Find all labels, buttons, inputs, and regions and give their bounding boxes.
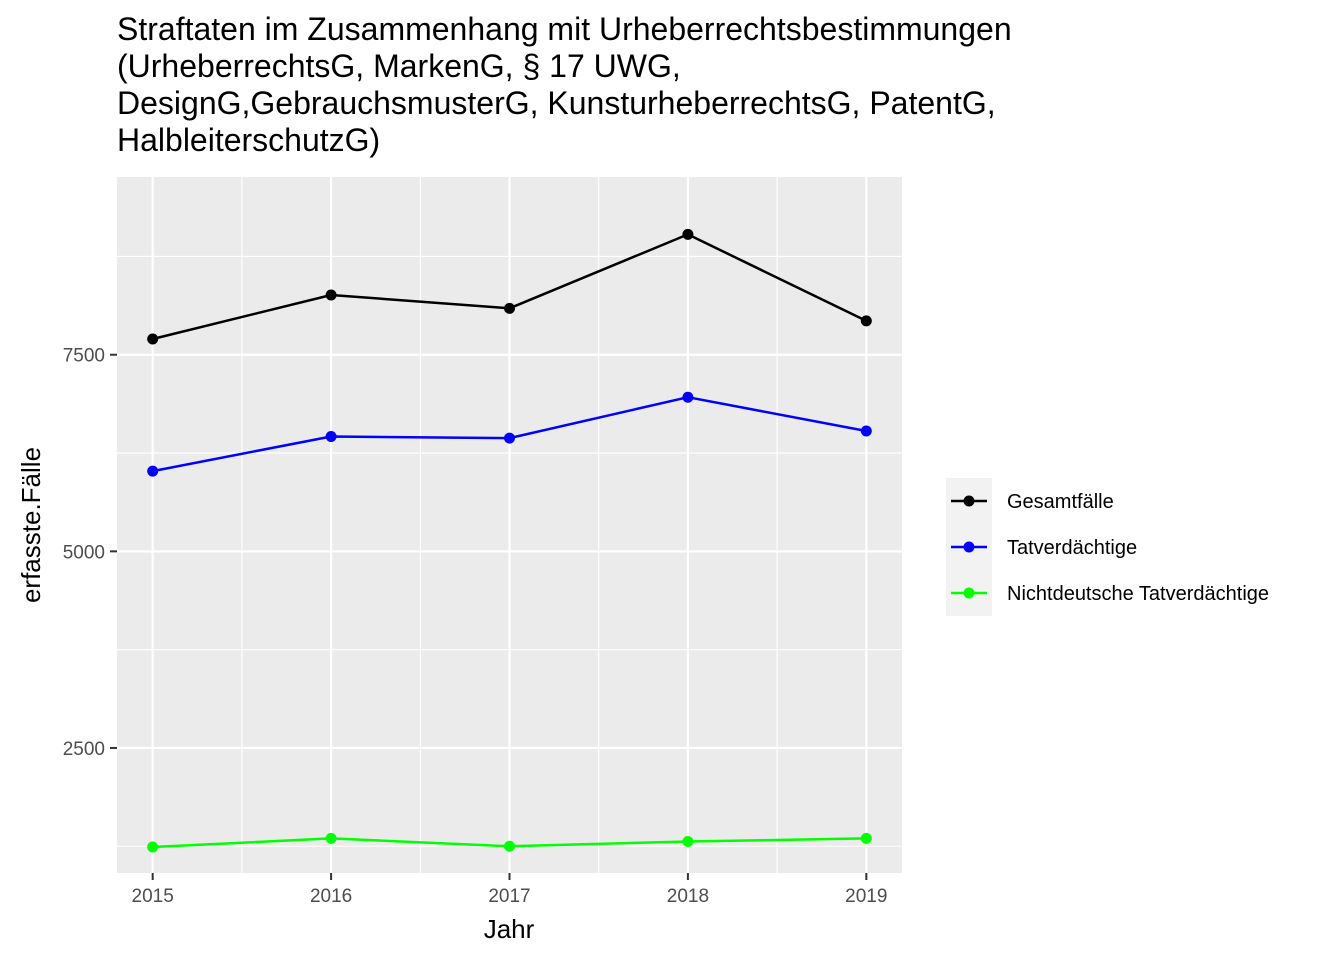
chart-title-line: Straftaten im Zusammenhang mit Urheberre… bbox=[117, 11, 1012, 47]
data-point bbox=[860, 832, 872, 844]
series-lines bbox=[147, 228, 872, 853]
data-point bbox=[682, 228, 694, 240]
series-2 bbox=[147, 832, 872, 853]
series-0 bbox=[147, 228, 872, 345]
x-tick-label: 2017 bbox=[488, 886, 530, 907]
series-1 bbox=[147, 391, 872, 477]
major-gridlines bbox=[117, 177, 902, 873]
data-point bbox=[325, 289, 337, 301]
data-point bbox=[325, 431, 337, 443]
x-tick-label: 2019 bbox=[845, 886, 887, 907]
legend-key-point bbox=[963, 495, 975, 507]
y-tick-label: 5000 bbox=[63, 542, 105, 563]
data-point bbox=[147, 465, 159, 477]
data-point bbox=[860, 315, 872, 327]
legend-label: Tatverdächtige bbox=[1007, 537, 1137, 559]
chart-title-line: DesignG,GebrauchsmusterG, Kunsturheberre… bbox=[117, 85, 996, 121]
data-point bbox=[504, 432, 515, 444]
data-point bbox=[147, 841, 159, 853]
chart-title-line: HalbleiterschutzG) bbox=[117, 122, 380, 158]
y-axis: 2500 5000 7500 bbox=[63, 346, 117, 760]
legend: Gesamtfälle Tatverdächtige Nichtdeutsche T… bbox=[946, 478, 1269, 616]
chart-title: Straftaten im Zusammenhang mit Urheberre… bbox=[117, 11, 1012, 158]
legend-label: Nichtdeutsche Tatverdächtige bbox=[1007, 583, 1269, 605]
x-tick-label: 2015 bbox=[132, 886, 174, 907]
data-point bbox=[504, 840, 515, 852]
data-point bbox=[860, 425, 872, 437]
y-tick-label: 7500 bbox=[63, 346, 105, 367]
data-point bbox=[504, 302, 515, 314]
data-point bbox=[147, 333, 159, 345]
y-tick-label: 2500 bbox=[63, 739, 105, 760]
x-axis-title: Jahr bbox=[484, 914, 535, 944]
data-point bbox=[682, 391, 694, 403]
legend-key-point bbox=[963, 541, 975, 553]
x-tick-label: 2018 bbox=[667, 886, 709, 907]
chart-title-line: (UrheberrechtsG, MarkenG, § 17 UWG, bbox=[117, 48, 681, 84]
data-point bbox=[682, 836, 694, 848]
x-tick-label: 2016 bbox=[310, 886, 352, 907]
data-point bbox=[325, 832, 337, 844]
x-axis: 2015 2016 2017 2018 2019 bbox=[132, 873, 887, 907]
y-axis-title: erfasste.Fälle bbox=[16, 447, 46, 603]
legend-key-point bbox=[963, 587, 975, 599]
legend-label: Gesamtfälle bbox=[1007, 491, 1114, 513]
